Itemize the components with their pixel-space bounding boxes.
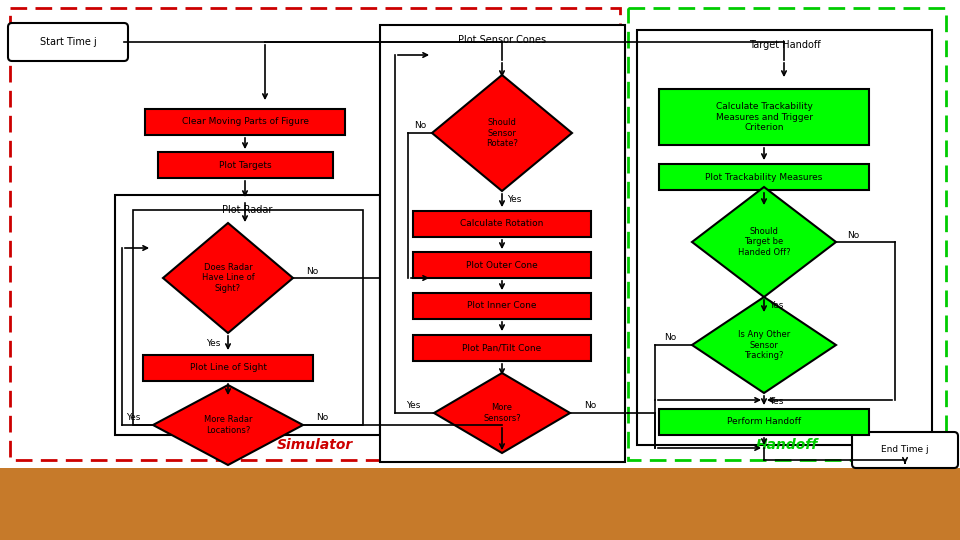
Bar xyxy=(115,195,380,435)
Polygon shape xyxy=(153,385,303,465)
Text: No: No xyxy=(316,414,328,422)
Text: Plot Pan/Tilt Cone: Plot Pan/Tilt Cone xyxy=(463,343,541,353)
FancyBboxPatch shape xyxy=(143,355,313,381)
FancyBboxPatch shape xyxy=(659,409,869,435)
FancyBboxPatch shape xyxy=(659,89,869,145)
Text: No: No xyxy=(306,267,318,275)
Text: Plot Sensor Cones: Plot Sensor Cones xyxy=(459,35,546,45)
Polygon shape xyxy=(163,223,293,333)
FancyBboxPatch shape xyxy=(157,152,332,178)
FancyBboxPatch shape xyxy=(413,211,591,237)
Text: Plot Radar: Plot Radar xyxy=(223,205,273,215)
Text: Does Radar
Have Line of
Sight?: Does Radar Have Line of Sight? xyxy=(202,263,254,293)
Text: Target Handoff: Target Handoff xyxy=(749,40,820,50)
FancyBboxPatch shape xyxy=(413,252,591,278)
Text: Perform Handoff: Perform Handoff xyxy=(727,417,801,427)
Text: Should
Target be
Handed Off?: Should Target be Handed Off? xyxy=(737,227,790,257)
Text: Yes: Yes xyxy=(406,402,420,410)
Text: Clear Moving Parts of Figure: Clear Moving Parts of Figure xyxy=(181,118,308,126)
Text: Yes: Yes xyxy=(126,414,140,422)
Text: Yes: Yes xyxy=(205,340,220,348)
Text: End Time j: End Time j xyxy=(881,446,929,455)
Text: Simulator: Simulator xyxy=(276,438,353,452)
Bar xyxy=(637,30,932,445)
Text: Plot Line of Sight: Plot Line of Sight xyxy=(189,363,267,373)
Text: Plot Targets: Plot Targets xyxy=(219,160,272,170)
Text: No: No xyxy=(414,122,426,131)
Text: Plot Trackability Measures: Plot Trackability Measures xyxy=(706,172,823,181)
Text: No: No xyxy=(584,402,596,410)
FancyBboxPatch shape xyxy=(145,109,345,135)
Text: Yes: Yes xyxy=(769,301,783,310)
Text: Handoff: Handoff xyxy=(756,438,818,452)
Text: No: No xyxy=(847,231,859,240)
Text: More Radar
Locations?: More Radar Locations? xyxy=(204,415,252,435)
Text: Is Any Other
Sensor
Tracking?: Is Any Other Sensor Tracking? xyxy=(738,330,790,360)
Text: Plot Inner Cone: Plot Inner Cone xyxy=(468,301,537,310)
FancyBboxPatch shape xyxy=(8,23,128,61)
Bar xyxy=(133,210,363,425)
FancyBboxPatch shape xyxy=(852,432,958,468)
Text: Yes: Yes xyxy=(769,396,783,406)
Bar xyxy=(380,25,625,462)
Bar xyxy=(628,8,946,460)
FancyBboxPatch shape xyxy=(413,293,591,319)
Text: Plot Outer Cone: Plot Outer Cone xyxy=(467,260,538,269)
Text: Calculate Trackability
Measures and Trigger
Criterion: Calculate Trackability Measures and Trig… xyxy=(715,102,812,132)
Text: More
Sensors?: More Sensors? xyxy=(483,403,521,423)
Polygon shape xyxy=(692,187,836,297)
Polygon shape xyxy=(432,75,572,191)
Bar xyxy=(10,8,620,460)
Bar xyxy=(0,468,960,540)
Polygon shape xyxy=(434,373,570,453)
FancyBboxPatch shape xyxy=(659,164,869,190)
FancyBboxPatch shape xyxy=(413,335,591,361)
Polygon shape xyxy=(692,297,836,393)
Text: Start Time j: Start Time j xyxy=(39,37,96,47)
Text: Calculate Rotation: Calculate Rotation xyxy=(460,219,543,228)
Text: Yes: Yes xyxy=(507,195,521,205)
Text: No: No xyxy=(664,334,676,342)
Text: Should
Sensor
Rotate?: Should Sensor Rotate? xyxy=(486,118,518,148)
